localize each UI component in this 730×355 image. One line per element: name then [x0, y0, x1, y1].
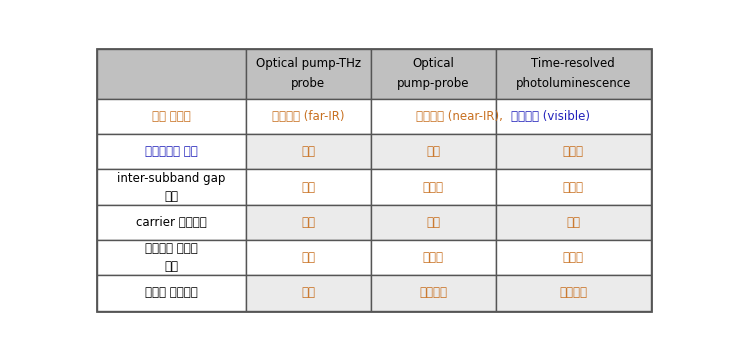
Text: 가능: 가능 — [301, 181, 315, 193]
Bar — [371, 205, 496, 240]
Bar — [246, 240, 371, 275]
Text: 불가능: 불가능 — [563, 145, 584, 158]
Bar — [496, 275, 651, 311]
Text: 가능: 가능 — [301, 145, 315, 158]
Text: 가능: 가능 — [301, 286, 315, 299]
Bar — [371, 275, 496, 311]
Bar — [371, 169, 496, 205]
Bar — [371, 134, 496, 169]
Text: 반도체 투과실험: 반도체 투과실험 — [145, 286, 198, 299]
Text: 원적외선 (far-IR): 원적외선 (far-IR) — [272, 110, 345, 123]
Text: 비발광소자 분석: 비발광소자 분석 — [145, 145, 198, 158]
Bar — [97, 134, 246, 169]
Bar — [97, 99, 246, 134]
Text: inter-subband gap
분석: inter-subband gap 분석 — [118, 171, 226, 203]
Bar — [97, 275, 246, 311]
Bar — [496, 99, 651, 134]
Text: 사용 파장대: 사용 파장대 — [153, 110, 191, 123]
Text: 주파수별 굴절률
분석: 주파수별 굴절률 분석 — [145, 242, 198, 273]
Bar — [246, 99, 371, 134]
Bar — [246, 275, 371, 311]
Bar — [371, 49, 496, 99]
Text: 가능: 가능 — [301, 251, 315, 264]
Bar — [496, 240, 651, 275]
Text: 일부가능: 일부가능 — [419, 286, 447, 299]
Bar — [496, 49, 651, 99]
Text: 일부가능: 일부가능 — [559, 286, 588, 299]
Text: 불가능: 불가능 — [563, 181, 584, 193]
Text: 불가능: 불가능 — [423, 251, 444, 264]
Bar — [246, 205, 371, 240]
Bar — [246, 134, 371, 169]
Bar — [97, 240, 246, 275]
Text: 불가능: 불가능 — [423, 181, 444, 193]
Bar — [246, 169, 371, 205]
Bar — [371, 240, 496, 275]
Bar — [371, 99, 496, 134]
Bar — [246, 49, 371, 99]
Bar — [97, 205, 246, 240]
Bar — [496, 205, 651, 240]
Text: 불가능: 불가능 — [563, 251, 584, 264]
Text: 가능: 가능 — [426, 216, 440, 229]
Bar — [97, 169, 246, 205]
Text: Optical
pump-probe: Optical pump-probe — [397, 57, 469, 90]
Text: 가능: 가능 — [426, 145, 440, 158]
Text: 근적외선 (near-IR),: 근적외선 (near-IR), — [416, 110, 511, 123]
Text: Optical pump-THz
probe: Optical pump-THz probe — [255, 57, 361, 90]
Text: Time-resolved
photoluminescence: Time-resolved photoluminescence — [515, 57, 631, 90]
Text: 가능: 가능 — [301, 216, 315, 229]
Text: 가능: 가능 — [566, 216, 580, 229]
Bar — [496, 169, 651, 205]
Text: carrier 농도분석: carrier 농도분석 — [137, 216, 207, 229]
Text: 가시광선 (visible): 가시광선 (visible) — [511, 110, 590, 123]
Bar — [496, 134, 651, 169]
Bar — [97, 49, 246, 99]
